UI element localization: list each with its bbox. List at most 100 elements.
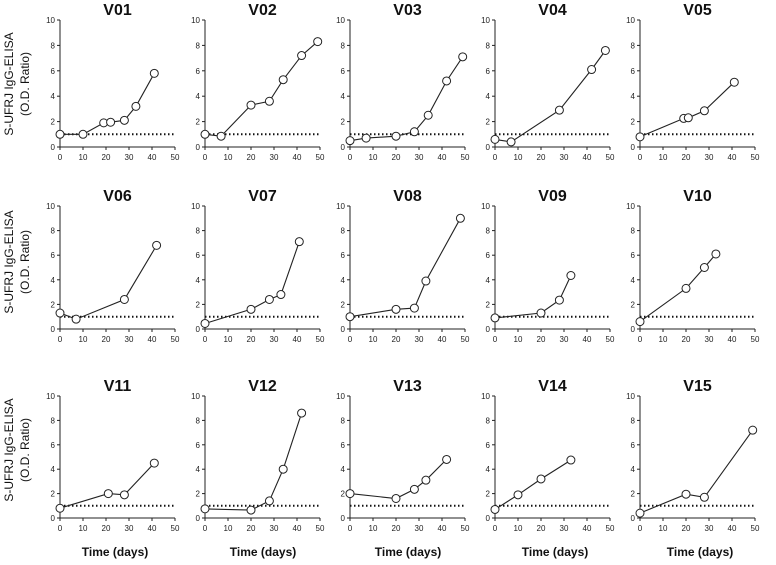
panel-3-xtick-label-4: 40 [438, 153, 447, 162]
panel-8-xtick-label-4: 40 [438, 335, 447, 344]
row-y-axis-labels: S-UFRJ IgG-ELISA (O.D. Ratio) S-UFRJ IgG… [2, 32, 32, 501]
panel-2-point-3 [264, 96, 274, 106]
row1-ylabel-line1: S-UFRJ IgG-ELISA [2, 32, 16, 135]
panel-6-ytick-label-3: 6 [51, 251, 56, 260]
panel-10-ytick-label-0: 0 [631, 325, 636, 334]
panel-7: V07 0 2 4 6 8 10 0 10 20 30 40 50 [191, 188, 325, 344]
panel-1-xtick-label-0: 0 [58, 153, 63, 162]
panel-13-point-1 [391, 493, 401, 503]
panel-5-xtick-label-2: 20 [682, 153, 691, 162]
panel-12-ytick-label-3: 6 [196, 441, 201, 450]
panel-8-title: V08 [393, 188, 422, 205]
panel-11-ytick-label-3: 6 [51, 441, 56, 450]
panel-4-xtick-label-5: 50 [606, 153, 615, 162]
panel-14-xtick-label-4: 40 [583, 524, 592, 533]
panel-8-ytick-label-3: 6 [341, 251, 346, 260]
panel-11: V11 0 2 4 6 8 10 0 10 20 30 40 50 [46, 378, 180, 533]
panel-1-point-4 [119, 115, 129, 125]
panel-3-xtick-label-5: 50 [461, 153, 470, 162]
panel-12-ytick-label-1: 2 [196, 490, 201, 499]
panel-3-series-line [349, 56, 464, 142]
panel-7-point-2 [264, 294, 274, 304]
panel-15-point-1 [681, 489, 691, 499]
panel-8-ytick-label-0: 0 [341, 325, 346, 334]
panel-14: V14 0 2 4 6 8 10 0 10 20 30 40 50 [481, 378, 615, 533]
panel-12-xtick-label-1: 10 [224, 524, 233, 533]
panel-6-point-3 [152, 240, 162, 250]
panel-4-xtick-label-2: 20 [537, 153, 546, 162]
panel-9-title: V09 [538, 188, 567, 205]
panel-14-ytick-label-1: 2 [486, 490, 491, 499]
panel-3-xtick-label-1: 10 [369, 153, 378, 162]
panel-4-xtick-label-1: 10 [514, 153, 523, 162]
panel-10-point-0 [635, 317, 645, 327]
panel-8-xtick-label-5: 50 [461, 335, 470, 344]
panel-8-ytick-label-1: 2 [341, 300, 346, 309]
panel-4-xtick-label-0: 0 [493, 153, 498, 162]
panel-3-xtick-label-2: 20 [392, 153, 401, 162]
panel-6-xtick-label-2: 20 [102, 335, 111, 344]
panel-1-point-1 [78, 129, 88, 139]
panel-11-point-1 [103, 489, 113, 499]
panel-10-xtick-label-1: 10 [659, 335, 668, 344]
panel-15-xtick-label-0: 0 [638, 524, 643, 533]
col5-xlabel: Time (days) [667, 545, 733, 559]
panel-14-series-line [494, 459, 572, 510]
panel-14-ytick-label-3: 6 [486, 441, 491, 450]
panel-12-series-line [204, 412, 303, 511]
panel-5-point-0 [635, 132, 645, 142]
panel-12-point-0 [200, 504, 210, 514]
panel-8-xtick-label-3: 30 [415, 335, 424, 344]
panel-4-ytick-label-5: 10 [481, 16, 490, 25]
panel-6: V06 0 2 4 6 8 10 0 10 20 30 40 50 [46, 188, 180, 344]
panel-15-ytick-label-2: 4 [631, 465, 636, 474]
panel-11-xtick-label-0: 0 [58, 524, 63, 533]
panel-2-xtick-label-3: 30 [270, 153, 279, 162]
panel-5-xtick-label-3: 30 [705, 153, 714, 162]
panel-12-point-2 [264, 496, 274, 506]
panel-2-xtick-label-5: 50 [316, 153, 325, 162]
panel-14-ytick-label-2: 4 [486, 465, 491, 474]
panel-12-xtick-label-2: 20 [247, 524, 256, 533]
panel-9-ytick-label-0: 0 [486, 325, 491, 334]
panel-2-ytick-label-5: 10 [191, 16, 200, 25]
panel-2-point-0 [200, 129, 210, 139]
panel-1-xtick-label-5: 50 [171, 153, 180, 162]
panel-12-xtick-label-4: 40 [293, 524, 302, 533]
panel-13-point-3 [421, 475, 431, 485]
panel-3-point-0 [345, 136, 355, 146]
panel-10-ytick-label-4: 8 [631, 227, 636, 236]
panel-6-xtick-label-0: 0 [58, 335, 63, 344]
panel-11-ytick-label-2: 4 [51, 465, 56, 474]
panel-9-point-0 [490, 313, 500, 323]
panel-5-point-3 [699, 106, 709, 116]
panel-3-xtick-label-0: 0 [348, 153, 353, 162]
panel-15-xtick-label-3: 30 [705, 524, 714, 533]
panel-9-series-line [494, 275, 572, 319]
panel-10: V10 0 2 4 6 8 10 0 10 20 30 40 50 [626, 188, 760, 344]
panel-13-ytick-label-3: 6 [341, 441, 346, 450]
panel-8-xtick-label-2: 20 [392, 335, 401, 344]
panel-3-ytick-label-5: 10 [336, 16, 345, 25]
panel-5-ytick-label-5: 10 [626, 16, 635, 25]
panel-15: V15 0 2 4 6 8 10 0 10 20 30 40 50 [626, 378, 760, 533]
panel-3-title: V03 [393, 2, 422, 19]
panel-9-ytick-label-2: 4 [486, 276, 491, 285]
panel-10-point-3 [711, 249, 721, 259]
panel-4-xtick-label-4: 40 [583, 153, 592, 162]
panel-3-point-2 [391, 131, 401, 141]
panel-7-ytick-label-2: 4 [196, 276, 201, 285]
panel-15-series-line [639, 429, 754, 514]
panel-7-point-0 [200, 318, 210, 328]
panel-13-ytick-label-0: 0 [341, 514, 346, 523]
row1-ylabel-line2: (O.D. Ratio) [18, 52, 32, 116]
panel-4-ytick-label-0: 0 [486, 143, 491, 152]
panel-10-ytick-label-2: 4 [631, 276, 636, 285]
panel-14-ytick-label-0: 0 [486, 514, 491, 523]
panel-1-ytick-label-0: 0 [51, 143, 56, 152]
panel-12-point-1 [246, 505, 256, 515]
panel-8-ytick-label-2: 4 [341, 276, 346, 285]
panel-1-ytick-label-5: 10 [46, 16, 55, 25]
panel-12-ytick-label-0: 0 [196, 514, 201, 523]
